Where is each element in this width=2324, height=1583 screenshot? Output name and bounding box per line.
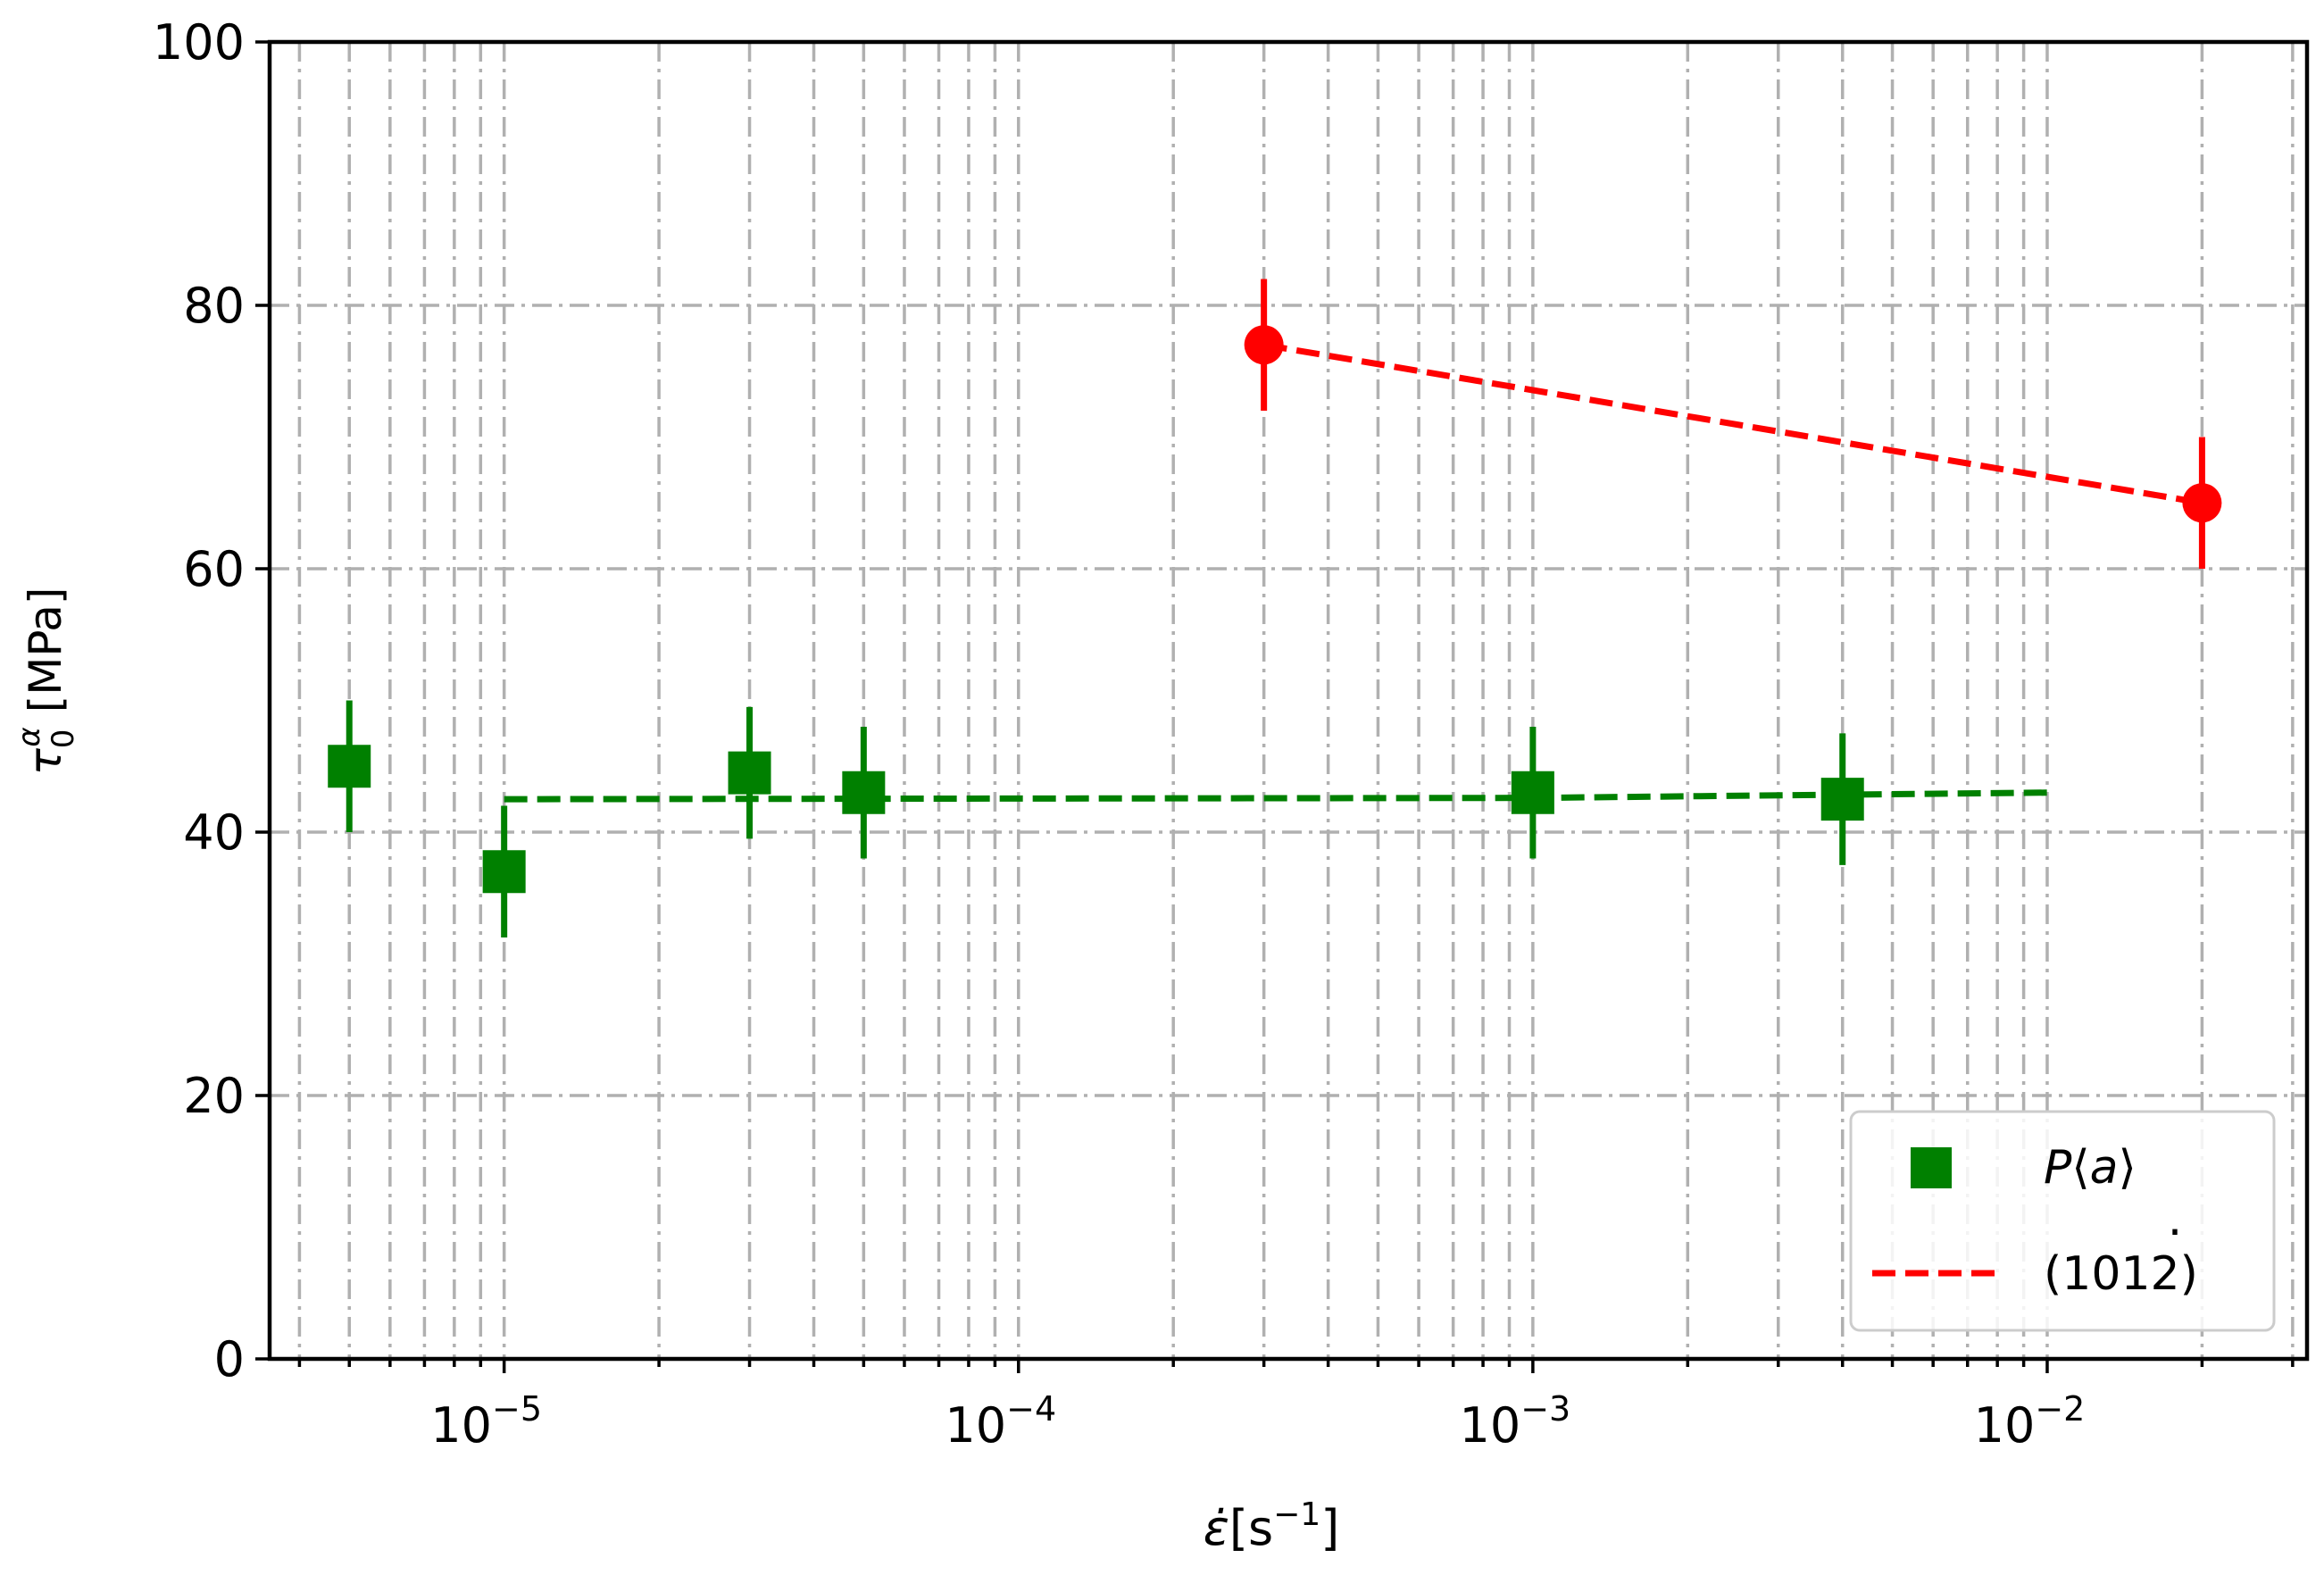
data-point-square [842, 771, 886, 814]
y-axis-label-superscript: α [12, 727, 47, 746]
data-point-square [1511, 771, 1554, 814]
y-tick-label: 100 [153, 14, 245, 71]
x-tick-label: 10−2 [1974, 1389, 2086, 1454]
x-axis-label-unit-exponent: −1 [1273, 1496, 1320, 1533]
y-axis-label-unit: [MPa] [20, 587, 71, 728]
y-axis-label: τ0α [MPa] [12, 587, 81, 776]
x-tick-label: 10−4 [945, 1389, 1056, 1454]
fit-line-twin [1263, 341, 2203, 506]
fit-lines [504, 341, 2203, 803]
axis-ticks: 10−5 10−4 10−3 10−2 0 20 40 60 80 100 [153, 14, 2295, 1454]
y-tick-label: 60 [183, 541, 245, 597]
legend-label-twin-plane-dot: · [2168, 1206, 2183, 1260]
legend-label-p-a-argument: a [2090, 1141, 2119, 1195]
data-point-square [1820, 778, 1864, 821]
y-tick-label: 40 [183, 804, 245, 861]
y-tick-label: 20 [183, 1068, 245, 1124]
data-point-square [728, 751, 771, 795]
data-point-square [328, 745, 371, 788]
data-point-circle [1244, 325, 1284, 365]
legend-marker-square [1911, 1147, 1952, 1188]
y-axis-label-subscript: 0 [46, 729, 81, 749]
legend-label-twin-plane: (1012) [2044, 1247, 2198, 1301]
data-markers [328, 279, 2222, 937]
x-axis-label-unit-open: [s [1229, 1500, 1273, 1556]
x-axis-label-unit-close: ] [1320, 1500, 1339, 1556]
legend: P⟨a⟩ (1012) · [1849, 1110, 2276, 1332]
x-tick-label: 10−5 [430, 1389, 542, 1454]
data-point-circle [2182, 483, 2222, 523]
y-axis-label-symbol: τ [20, 747, 71, 775]
x-tick-label: 10−3 [1460, 1389, 1571, 1454]
data-point-square [482, 850, 526, 894]
y-tick-label: 0 [214, 1331, 245, 1387]
x-axis-label: ε̇[s−1] [1204, 1496, 1340, 1556]
x-axis-label-symbol: ε̇ [1204, 1500, 1229, 1556]
legend-label-p-a: P⟨a⟩ [2044, 1141, 2137, 1195]
legend-label-p-a-text: P [2044, 1141, 2072, 1195]
y-tick-label: 80 [183, 278, 245, 334]
plot-frame [267, 39, 2310, 1362]
